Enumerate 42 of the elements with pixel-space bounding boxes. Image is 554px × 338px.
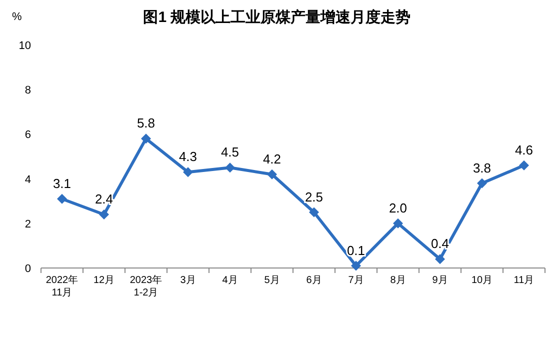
data-label: 4.2: [262, 151, 282, 166]
x-tick-label: 12月: [93, 275, 115, 286]
data-label: 2.5: [304, 189, 324, 204]
data-label: 5.8: [136, 116, 156, 131]
x-tick-label: 4月: [222, 275, 238, 286]
y-tick-label: 4: [24, 174, 31, 186]
data-label: 3.8: [472, 160, 492, 176]
point: [477, 178, 487, 188]
point: [393, 218, 403, 228]
point: [435, 254, 445, 264]
data-label: 4.6: [514, 142, 534, 158]
point: [225, 162, 235, 173]
point: [99, 209, 109, 220]
y-axis-title: %: [12, 11, 22, 23]
x-tick-label: 8月: [390, 275, 406, 286]
y-tick-label: 6: [24, 129, 31, 142]
x-tick-label: 7月: [348, 275, 364, 286]
data-label: 3.1: [52, 176, 72, 191]
y-tick-label: 2: [24, 218, 31, 230]
point: [519, 160, 529, 170]
point: [351, 260, 361, 271]
data-label: 0.1: [346, 242, 366, 258]
chart-title: 图1 规模以上工业原煤产量增速月度走势: [143, 8, 411, 26]
y-tick-label: 8: [24, 84, 31, 97]
x-tick-label: 2022年 11月: [46, 274, 78, 298]
y-tick-label: 10: [18, 40, 31, 52]
point: [57, 194, 67, 204]
x-tick-label: 10月: [471, 275, 493, 286]
x-tick-label: 5月: [264, 275, 280, 286]
point: [183, 167, 193, 178]
x-tick-label: 9月: [432, 275, 448, 286]
y-tick-label: 0: [24, 263, 31, 275]
data-label: 2.0: [388, 200, 408, 216]
data-label: 4.3: [178, 149, 198, 164]
x-tick-label: 11月: [514, 275, 534, 286]
point: [267, 169, 277, 180]
data-label: 4.5: [220, 144, 240, 160]
x-tick-label: 2023年 1-2月: [130, 274, 162, 298]
x-tick-label: 6月: [306, 275, 322, 286]
point: [309, 207, 319, 218]
x-tick-label: 3月: [180, 275, 196, 286]
point: [141, 134, 151, 144]
